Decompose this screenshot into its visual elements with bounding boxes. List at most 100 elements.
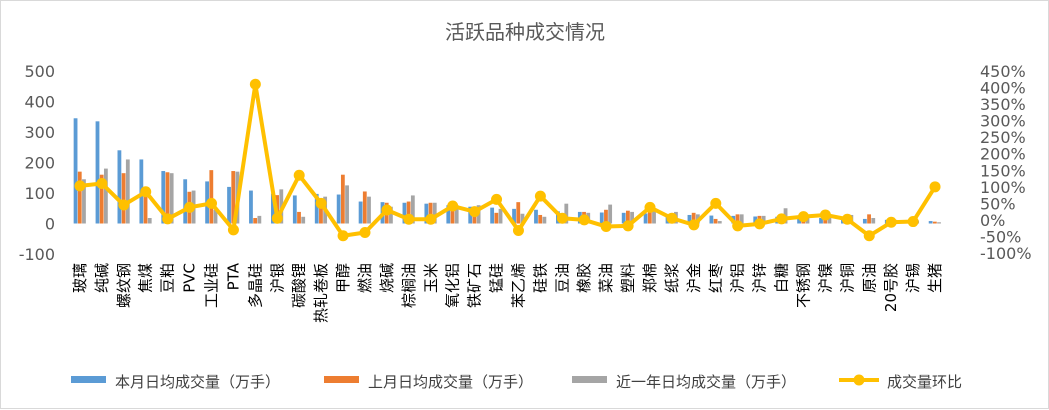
bar-last-month bbox=[516, 202, 521, 224]
bar-past-year bbox=[367, 196, 371, 224]
right-tick-label: 0% bbox=[980, 211, 1005, 230]
bar-past-year bbox=[147, 218, 152, 224]
bar-past-year bbox=[257, 215, 262, 224]
legend-label: 近一年日均成交量（万手） bbox=[616, 373, 796, 391]
category-label: 豆粕 bbox=[159, 263, 177, 293]
category-label: 沪铝 bbox=[729, 263, 747, 293]
bar-current-month bbox=[928, 221, 933, 224]
bar-past-year bbox=[937, 222, 941, 224]
ratio-point bbox=[929, 181, 941, 193]
ratio-point bbox=[710, 197, 722, 209]
bar-past-year bbox=[520, 213, 525, 224]
bar-current-month bbox=[819, 218, 823, 224]
category-label: 焦煤 bbox=[137, 263, 155, 293]
bar-last-month bbox=[406, 201, 411, 224]
category-label: 生猪 bbox=[926, 263, 944, 293]
ratio-point bbox=[162, 213, 174, 225]
bar-last-month bbox=[691, 212, 696, 224]
bar-past-year bbox=[739, 214, 744, 224]
category-label: 苯乙烯 bbox=[509, 263, 527, 308]
category-label: 沪银 bbox=[268, 263, 286, 293]
bar-current-month bbox=[95, 121, 100, 224]
right-tick-label: 300% bbox=[980, 112, 1026, 131]
category-label: 不锈钢 bbox=[794, 263, 812, 308]
legend-swatch bbox=[71, 376, 106, 383]
bars-layer bbox=[73, 118, 941, 224]
legend-swatch bbox=[572, 376, 607, 383]
bar-past-year bbox=[542, 216, 547, 224]
bar-past-year bbox=[432, 202, 437, 224]
ratio-point bbox=[447, 200, 459, 212]
right-tick-label: -100% bbox=[980, 244, 1032, 263]
bar-last-month bbox=[209, 170, 214, 224]
bar-last-month bbox=[735, 214, 740, 224]
right-axis: 450%400%350%300%250%200%150%100%50%0%-50… bbox=[980, 62, 1032, 263]
ratio-point bbox=[425, 213, 437, 225]
ratio-point bbox=[556, 212, 568, 224]
category-label: 沪锌 bbox=[751, 263, 769, 293]
bar-last-month bbox=[867, 214, 871, 224]
bar-current-month bbox=[753, 216, 758, 224]
ratio-point bbox=[797, 211, 809, 223]
bar-last-month bbox=[450, 206, 455, 224]
ratio-point bbox=[249, 78, 261, 90]
bar-past-year bbox=[82, 179, 86, 224]
bar-last-month bbox=[297, 211, 301, 224]
bar-last-month bbox=[647, 211, 652, 224]
bar-past-year bbox=[608, 204, 613, 224]
category-label: 锰硅 bbox=[488, 263, 506, 293]
bar-past-year bbox=[125, 159, 130, 224]
category-label: 豆油 bbox=[553, 263, 571, 293]
right-tick-label: 200% bbox=[980, 145, 1026, 164]
category-label: 工业硅 bbox=[203, 263, 221, 308]
category-label: 铁矿石 bbox=[466, 263, 484, 308]
bar-last-month bbox=[121, 173, 126, 224]
ratio-point bbox=[206, 197, 218, 209]
legend-label: 上月日均成交量（万手） bbox=[368, 373, 533, 391]
ratio-point bbox=[337, 230, 349, 242]
category-label: 郑棉 bbox=[641, 263, 659, 293]
bar-current-month bbox=[183, 179, 188, 224]
ratio-point bbox=[907, 216, 919, 228]
category-label: PVC bbox=[181, 263, 199, 293]
right-tick-label: 100% bbox=[980, 178, 1026, 197]
category-label: 沪金 bbox=[685, 263, 703, 293]
bar-past-year bbox=[761, 215, 766, 224]
bar-current-month bbox=[161, 171, 166, 224]
bar-past-year bbox=[827, 214, 832, 224]
bar-current-month bbox=[599, 212, 604, 224]
legend: 本月日均成交量（万手） 上月日均成交量（万手） 近一年日均成交量（万手） 成交量环比 bbox=[71, 373, 962, 391]
bar-past-year bbox=[454, 205, 459, 224]
ratio-point bbox=[403, 213, 415, 225]
left-tick-label: 400 bbox=[24, 93, 55, 112]
bar-current-month bbox=[446, 205, 451, 224]
ratio-point bbox=[74, 180, 86, 192]
ratio-point bbox=[381, 204, 393, 216]
bar-last-month bbox=[253, 218, 258, 224]
bar-past-year bbox=[103, 168, 108, 224]
chart-title: 活跃品种成交情况 bbox=[445, 20, 605, 44]
bar-current-month bbox=[117, 150, 122, 224]
left-axis: 500 400 300 200 100 0 -100 bbox=[19, 62, 55, 264]
ratio-point bbox=[666, 212, 678, 224]
bar-last-month bbox=[143, 196, 148, 224]
category-label: 纸浆 bbox=[663, 263, 681, 293]
bar-past-year bbox=[871, 218, 876, 224]
bar-last-month bbox=[77, 171, 82, 224]
right-tick-label: 250% bbox=[980, 128, 1026, 147]
ratio-point bbox=[534, 190, 546, 202]
bar-current-month bbox=[709, 215, 714, 224]
right-tick-label: 400% bbox=[980, 79, 1026, 98]
category-label: 纯碱 bbox=[93, 263, 111, 293]
category-label: 橡胶 bbox=[575, 263, 593, 293]
bar-current-month bbox=[512, 208, 516, 224]
bar-current-month bbox=[468, 206, 473, 224]
category-label: 螺纹钢 bbox=[115, 263, 133, 308]
ratio-point bbox=[819, 209, 831, 221]
category-label: 玉米 bbox=[422, 263, 440, 293]
ratio-line bbox=[79, 82, 937, 238]
bar-past-year bbox=[213, 209, 218, 224]
category-label: 原油 bbox=[860, 263, 878, 293]
bar-current-month bbox=[73, 118, 78, 224]
